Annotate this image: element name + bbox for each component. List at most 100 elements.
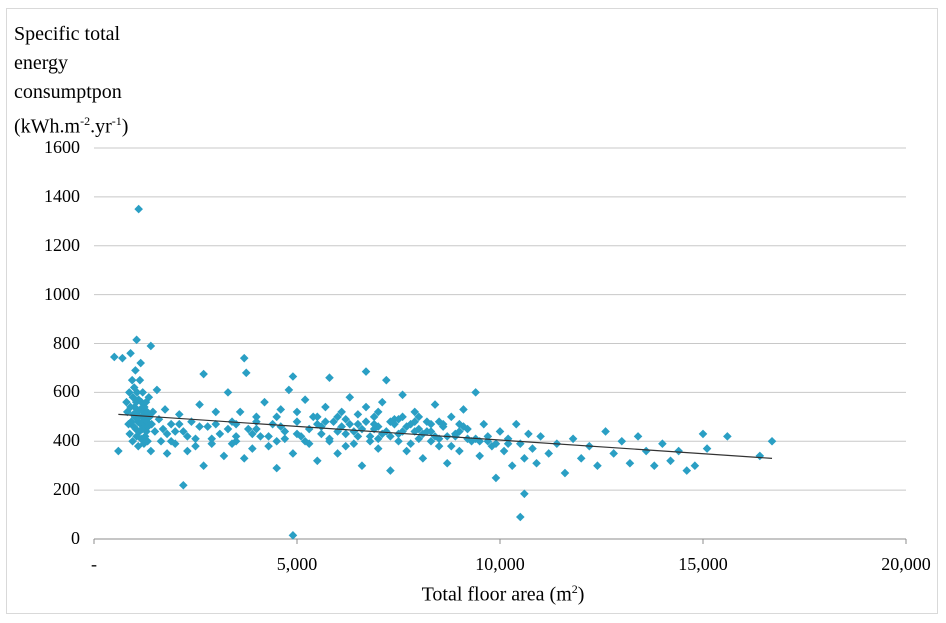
data-point [292,429,302,439]
data-point [410,407,420,417]
data-point [503,434,513,444]
data-point [503,439,513,448]
data-point [191,441,200,451]
data-point [252,417,261,426]
data-point [170,427,180,436]
y-tick-label: 600 [53,381,80,402]
data-point [649,461,659,470]
data-point [394,429,403,439]
data-point [499,446,509,456]
data-point [207,434,217,444]
y-tick-label: 1000 [44,283,80,304]
data-point [373,434,383,444]
data-point [601,427,610,436]
data-point [138,424,147,434]
data-point [325,434,334,444]
data-point [317,429,326,439]
y-tick-label: 400 [53,430,80,451]
data-point [438,419,448,429]
data-point [183,432,192,441]
data-point [195,422,204,431]
data-point [187,417,196,426]
data-point [137,397,146,407]
data-point [361,367,371,376]
data-point [455,446,464,456]
data-point [341,429,351,439]
data-point [434,441,444,451]
data-point [166,419,176,429]
data-point [430,432,440,441]
data-point [406,439,415,448]
data-point [146,341,156,351]
data-point [353,410,363,419]
data-point [268,419,277,429]
data-point [264,432,273,441]
data-point [156,436,166,446]
y-tick-label: 200 [53,479,80,500]
data-point [402,446,411,456]
data-point [520,489,529,499]
data-point [321,417,330,426]
data-point [280,427,290,436]
data-point [114,446,123,456]
data-point [248,444,257,453]
data-point [313,412,322,422]
data-point [698,429,708,439]
data-point [231,436,241,446]
data-point [129,383,139,392]
data-point [524,429,533,439]
data-point [179,480,188,490]
data-point [767,436,777,446]
data-point [345,392,355,402]
data-point [131,424,141,434]
data-point [382,375,391,385]
data-point [402,422,411,431]
y-tick-label: 1400 [44,185,80,206]
x-axis-title: Total floor area (m2) [421,582,585,606]
data-point [337,407,346,417]
data-point [353,419,363,429]
data-point [377,429,387,439]
data-point [386,417,395,426]
data-point [122,397,131,407]
data-point [536,432,545,441]
data-point [131,366,140,375]
data-point [337,422,346,431]
data-point [256,432,265,441]
data-point [235,407,245,417]
data-point [135,427,144,436]
data-point [122,407,132,417]
x-tick-label: 20,000 [881,554,931,574]
data-point [199,369,208,379]
data-point [134,204,143,214]
data-point [272,412,281,422]
data-point [146,446,156,456]
data-point [195,400,204,409]
data-point [154,414,164,424]
data-point [147,419,156,429]
data-point [459,422,468,431]
trendline [118,413,773,459]
data-point [179,427,188,436]
data-point [475,451,484,461]
data-point [136,358,145,368]
data-point [495,427,505,436]
data-point [124,419,133,429]
data-point [507,461,517,470]
data-point [365,432,375,441]
data-point [174,419,184,429]
data-point [410,417,420,426]
data-point [406,419,415,429]
data-point [152,385,162,395]
data-point [183,446,192,456]
data-point [426,419,436,429]
data-point [162,429,172,439]
data-point [128,392,138,402]
data-point [341,414,351,424]
data-point [174,410,184,419]
data-point [219,451,229,461]
data-point [373,422,383,431]
data-point [418,454,428,463]
data-point [532,458,541,468]
data-point [418,429,428,439]
